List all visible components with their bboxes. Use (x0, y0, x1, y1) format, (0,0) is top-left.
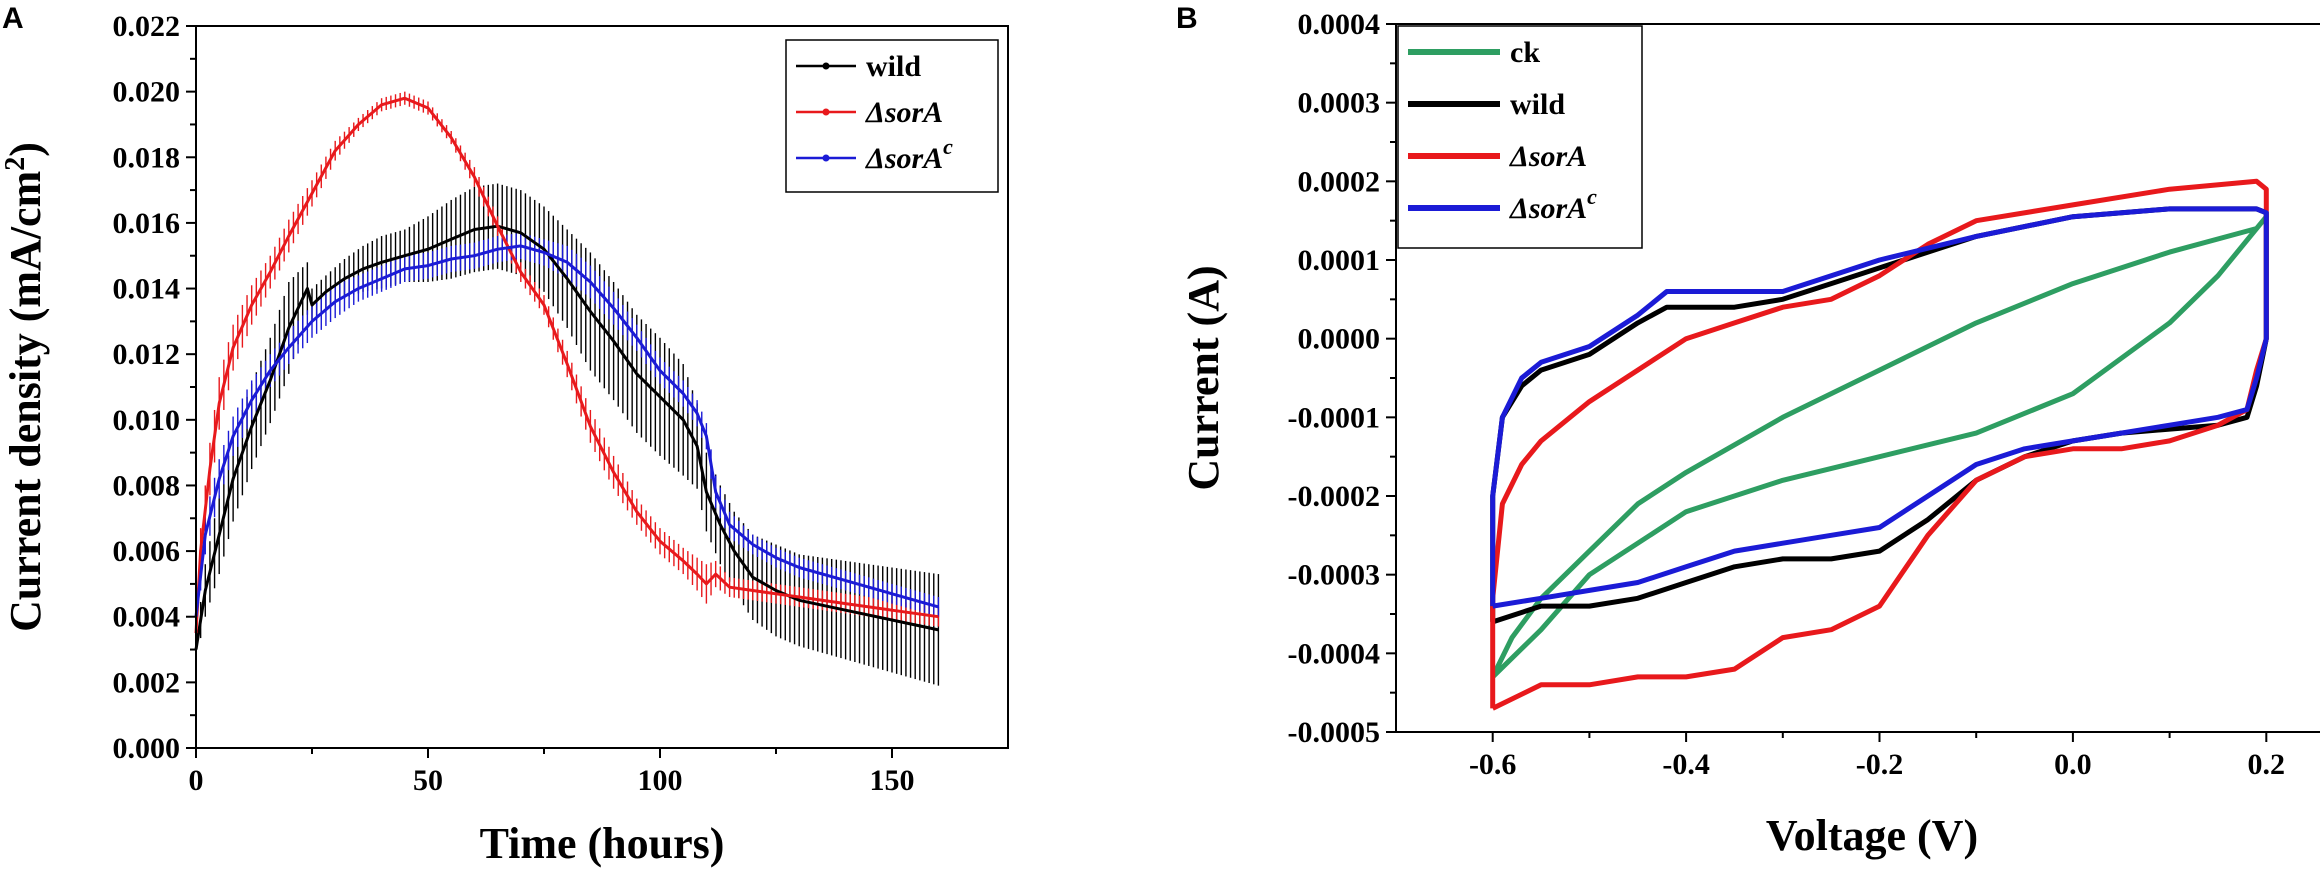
legend-label-sup: c (1587, 184, 1597, 209)
x-tick-label: 0.0 (2054, 748, 2092, 781)
legend-label-prefix: Δ (1509, 192, 1529, 225)
legend-label: ΔsorA (865, 96, 943, 129)
x-tick-label: 0 (189, 764, 204, 797)
legend-marker (822, 108, 830, 116)
y-tick-label: 0.020 (113, 76, 181, 109)
legend-label: ΔsorAc (865, 134, 953, 175)
y-tick-label: 0.014 (113, 273, 181, 306)
y-tick-label: 0.010 (113, 404, 181, 437)
legend-label: wild (1510, 88, 1565, 121)
series-line-0 (194, 224, 939, 650)
legend-label-name: wild (1510, 88, 1565, 121)
y-tick-label: 0.0001 (1298, 244, 1381, 277)
legend-label: ΔsorA (1509, 140, 1587, 173)
legend-label-name: ck (1510, 36, 1540, 69)
y-tick-label: 0.022 (113, 10, 181, 43)
panel-b-letter: B (1176, 2, 1198, 35)
series-line-2 (194, 244, 939, 617)
y-tick-label: 0.0000 (1298, 323, 1381, 356)
legend-label-prefix: Δ (865, 142, 885, 175)
y-tick-label: 0.0002 (1298, 165, 1381, 198)
y-tick-label: 0.018 (113, 141, 181, 174)
panel-b-x-axis-label: Voltage (V) (1766, 811, 1978, 860)
legend-label-name: sorA (1528, 140, 1587, 173)
x-tick-label: -0.6 (1469, 748, 1517, 781)
legend-label: wild (866, 50, 921, 83)
legend-marker (822, 154, 830, 162)
y-tick-label: -0.0002 (1288, 480, 1381, 513)
y-tick-label: 0.006 (113, 535, 181, 568)
panel-b-y-axis-label: Current (A) (1179, 265, 1228, 490)
legend-label-prefix: Δ (865, 96, 885, 129)
y-tick-label: 0.0004 (1298, 8, 1381, 41)
legend-label-prefix: Δ (1509, 140, 1529, 173)
series-line-3 (1490, 206, 2269, 609)
panel-a-ticks: 0 50 100 150 0.000 0.002 0.004 0.006 0.008 0.010 0… (113, 10, 915, 797)
y-tick-label: -0.0003 (1288, 559, 1381, 592)
panel-a-y-axis-label-main: Current density (mA/cm (1, 171, 50, 632)
y-tick-label: 0.002 (113, 666, 181, 699)
panel-a-series (194, 96, 939, 650)
panel-a-letter: A (2, 2, 24, 35)
series-line-1 (194, 96, 939, 634)
panel-a-x-axis-label: Time (hours) (480, 819, 725, 868)
legend-label-name: sorA (884, 96, 943, 129)
y-tick-label: 0.012 (113, 338, 181, 371)
y-tick-label: -0.0001 (1288, 401, 1381, 434)
legend-label: ck (1510, 36, 1540, 69)
y-tick-label: 0.004 (113, 601, 181, 634)
y-tick-label: -0.0005 (1288, 716, 1381, 749)
panel-a: A 0 50 100 150 0.000 0.002 0.004 0.006 0.008 0.01… (0, 2, 1009, 868)
y-tick-label: 0.016 (113, 207, 181, 240)
y-tick-label: 0.000 (113, 732, 181, 765)
legend-label-name: sorA (884, 142, 943, 175)
panel-b-ticks: -0.6 -0.4 -0.2 0.0 0.2 -0.0005 -0.0004 -0.0003 -… (1288, 8, 2286, 781)
panel-a-y-axis-label-end: ) (1, 142, 50, 157)
x-tick-label: 50 (413, 764, 443, 797)
x-tick-label: 100 (638, 764, 683, 797)
y-tick-label: 0.008 (113, 469, 181, 502)
panel-a-y-axis-label-sup: 2 (0, 157, 31, 171)
y-tick-label: 0.0003 (1298, 87, 1381, 120)
panel-b: B -0.6 -0.4 -0.2 0.0 0.2 -0.0005 -0.0004 -0.000… (1176, 2, 2320, 860)
panel-b-series (1490, 178, 2269, 711)
x-tick-label: 150 (870, 764, 915, 797)
legend-marker (822, 62, 830, 70)
legend-label-name: sorA (1528, 192, 1587, 225)
panel-a-y-axis-label: Current density (mA/cm2) (0, 142, 50, 632)
legend-label: ΔsorAc (1509, 184, 1597, 225)
legend-label-sup: c (943, 134, 953, 159)
x-tick-label: 0.2 (2248, 748, 2286, 781)
x-tick-label: -0.2 (1856, 748, 1904, 781)
x-tick-label: -0.4 (1662, 748, 1710, 781)
y-tick-label: -0.0004 (1288, 637, 1381, 670)
legend-label-name: wild (866, 50, 921, 83)
